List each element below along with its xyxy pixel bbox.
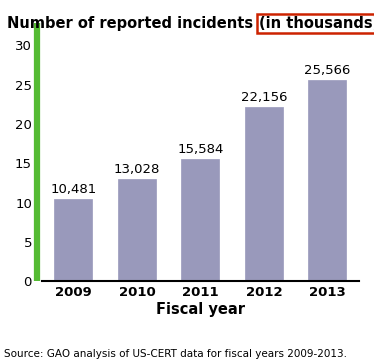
Text: 22,156: 22,156 [240,91,287,104]
Bar [308,80,346,282]
Text: 25,566: 25,566 [304,64,350,77]
Bar [181,159,220,282]
Bar [54,199,92,282]
Text: Number of reported incidents: Number of reported incidents [7,16,259,31]
Text: (in thousands): (in thousands) [259,16,374,31]
Text: 13,028: 13,028 [114,163,160,176]
X-axis label: Fiscal year: Fiscal year [156,302,245,317]
Bar [245,107,283,282]
Bar [118,179,156,282]
Text: 15,584: 15,584 [177,143,224,156]
Text: 10,481: 10,481 [50,183,96,196]
Text: Source: GAO analysis of US-CERT data for fiscal years 2009-2013.: Source: GAO analysis of US-CERT data for… [4,349,347,359]
